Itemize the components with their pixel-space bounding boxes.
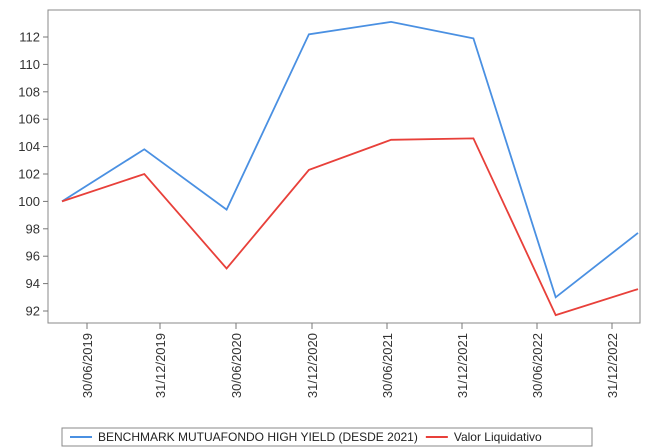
legend: BENCHMARK MUTUAFONDO HIGH YIELD (DESDE 2…: [61, 427, 593, 447]
x-axis: 30/06/2019 31/12/2019 30/06/2020 31/12/2020…: [80, 323, 620, 398]
x-tick-label: 31/12/2020: [305, 333, 320, 398]
y-tick-label: 104: [18, 139, 40, 154]
series-line-benchmark: [61, 20, 639, 299]
plot-area: [47, 9, 641, 324]
x-tick-label: 31/12/2022: [605, 333, 620, 398]
x-tick-label: 31/12/2021: [455, 333, 470, 398]
y-tick-label: 110: [19, 57, 40, 72]
y-tick-label: 106: [18, 112, 40, 127]
x-tick-label: 30/06/2021: [380, 333, 395, 398]
y-tick-label: 100: [18, 194, 40, 209]
x-tick-label: 31/12/2019: [153, 333, 168, 398]
legend-label: Valor Liquidativo: [454, 430, 542, 444]
y-tick-label: 98: [26, 221, 40, 236]
legend-label: BENCHMARK MUTUAFONDO HIGH YIELD (DESDE 2…: [98, 430, 418, 444]
x-tick-label: 30/06/2020: [229, 333, 244, 398]
x-tick-label: 30/06/2022: [530, 333, 545, 398]
y-axis: 92 94 96 98 100 102 104 106 108 110 112: [18, 30, 48, 319]
y-tick-label: 92: [26, 304, 40, 319]
y-tick-label: 94: [26, 276, 40, 291]
y-tick-label: 112: [19, 30, 40, 45]
y-tick-label: 108: [18, 84, 40, 99]
y-tick-label: 96: [26, 249, 40, 264]
legend-box: [61, 427, 593, 447]
y-tick-label: 102: [18, 167, 40, 182]
series-lines: [61, 20, 639, 317]
x-tick-label: 30/06/2019: [80, 333, 95, 398]
series-line-valor-liquidativo: [61, 137, 639, 317]
